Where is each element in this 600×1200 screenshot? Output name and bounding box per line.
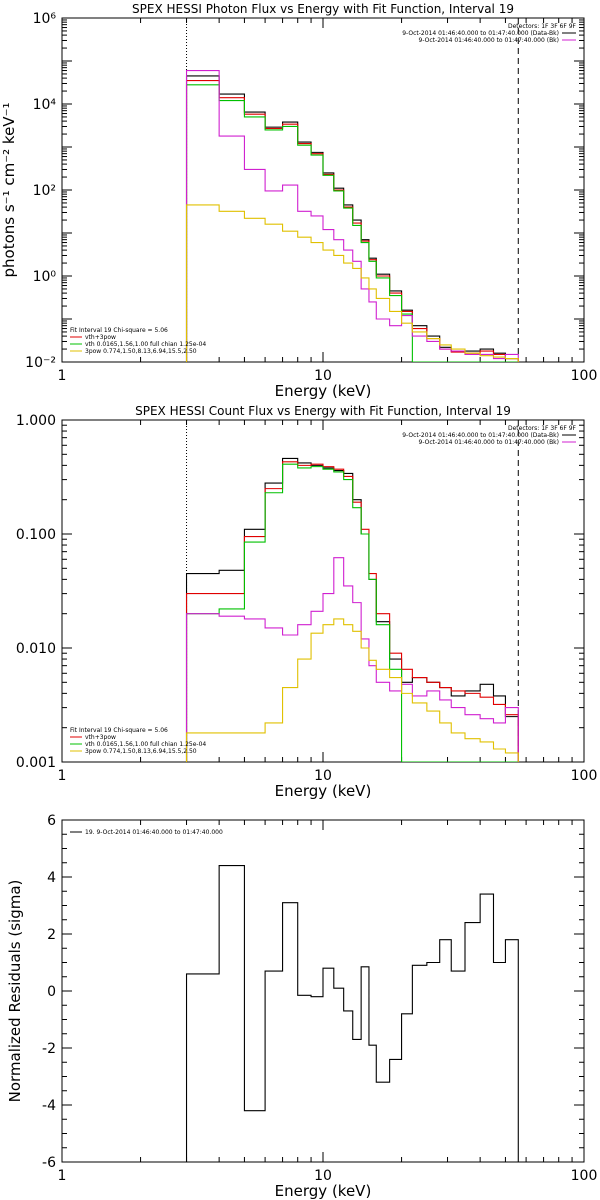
- plot-frame: [61, 17, 585, 363]
- legend-entry: 3pow 0.774,1.50,8.13,6.94,15.5,2.50: [85, 748, 197, 755]
- y-tick-label: 10⁰: [33, 269, 57, 285]
- y-tick-label: 2: [47, 927, 56, 943]
- y-tick-label: 4: [47, 870, 56, 886]
- y-axis-label: photons s⁻¹ cm⁻² keV⁻¹: [0, 103, 18, 278]
- series-line-2: [185, 463, 519, 762]
- x-tick-label: 10: [314, 1168, 332, 1184]
- legend-entry: 9-Oct-2014 01:46:40.000 to 01:47:40.000 …: [419, 439, 560, 446]
- series-line-2: [185, 84, 519, 362]
- data-series-group: [185, 865, 519, 1162]
- count-flux-panel: 1 10 100 0.001 0.010 0.100 1.000 SPEX HESSI Cou…: [16, 404, 597, 800]
- legend-entry: 19. 9-Oct-2014 01:46:40.000 to 01:47:40.…: [85, 829, 223, 836]
- legend-entry: Detectors: 1F 3F 6F 9F: [508, 425, 577, 432]
- chart-title: SPEX HESSI Count Flux vs Energy with Fit…: [135, 404, 511, 418]
- x-tick-label: 1: [58, 368, 67, 384]
- x-axis-label: Energy (keV): [275, 782, 372, 800]
- x-tick-label: 100: [571, 1168, 598, 1184]
- x-tick-label: 100: [571, 768, 598, 784]
- x-axis-label: Energy (keV): [275, 382, 372, 400]
- x-tick-label: 10: [314, 368, 332, 384]
- y-tick-label: 10⁴: [33, 97, 57, 113]
- chart-title: SPEX HESSI Photon Flux vs Energy with Fi…: [132, 2, 514, 16]
- legend-entry: Fit Interval 19 Chi-square = 5.06: [70, 727, 168, 734]
- legend-entry: vth+3pow: [85, 734, 116, 741]
- y-tick-label: 0.010: [16, 641, 56, 657]
- y-tick-label: 10²: [33, 183, 56, 199]
- y-tick-label: 10⁻²: [25, 355, 56, 371]
- y-tick-label: 10⁶: [33, 11, 57, 27]
- y-tick-label: 0.100: [16, 527, 56, 543]
- y-tick-label: -2: [42, 1041, 56, 1057]
- legend-entry: 9-Oct-2014 01:46:40.000 to 01:47:40.000 …: [402, 432, 559, 439]
- legend-entry: 3pow 0.774,1.50,8.13,6.94,15.5,2.50: [85, 348, 197, 355]
- photon-flux-panel: 1 10 100 10⁻² 10⁰ 10² 10⁴ 10⁶ SPEX HESSI Photon …: [0, 2, 597, 400]
- legend-entry: 9-Oct-2014 01:46:40.000 to 01:47:40.000 …: [419, 37, 560, 44]
- series-line-4: [185, 618, 519, 762]
- data-series-group: [185, 69, 519, 362]
- series-line-4: [185, 204, 519, 362]
- legend-entry: vth+3pow: [85, 334, 116, 341]
- series-line-3: [185, 557, 519, 762]
- x-tick-label: 1: [58, 1168, 67, 1184]
- y-tick-label: 0.001: [16, 755, 56, 771]
- data-series-group: [185, 457, 519, 762]
- legend-entry: Detectors: 1F 3F 6F 9F: [508, 23, 577, 30]
- series-line-0: [185, 865, 519, 1162]
- x-tick-label: 10: [314, 768, 332, 784]
- residuals-panel: 1 10 100 -6 -4 -2 0 2 4 6 Energy (keV) Normalized R…: [6, 813, 597, 1200]
- legend-entry: vth 0.0165,1.56,1.00 full chian 1.25e-04: [85, 741, 206, 748]
- x-tick-label: 1: [58, 768, 67, 784]
- y-axis-label: Normalized Residuals (sigma): [6, 880, 24, 1103]
- y-tick-label: 6: [47, 813, 56, 829]
- legend-entry: vth 0.0165,1.56,1.00 full chian 1.25e-04: [85, 341, 206, 348]
- y-tick-label: 0: [47, 984, 56, 1000]
- y-tick-label: 1.000: [16, 413, 56, 429]
- legend-entry: Fit Interval 19 Chi-square = 5.06: [70, 327, 168, 334]
- x-tick-label: 100: [571, 368, 598, 384]
- legend-entry: 9-Oct-2014 01:46:40.000 to 01:47:40.000 …: [402, 30, 559, 37]
- x-axis-label: Energy (keV): [275, 1182, 372, 1200]
- y-tick-label: -6: [42, 1155, 56, 1171]
- y-tick-label: -4: [42, 1098, 56, 1114]
